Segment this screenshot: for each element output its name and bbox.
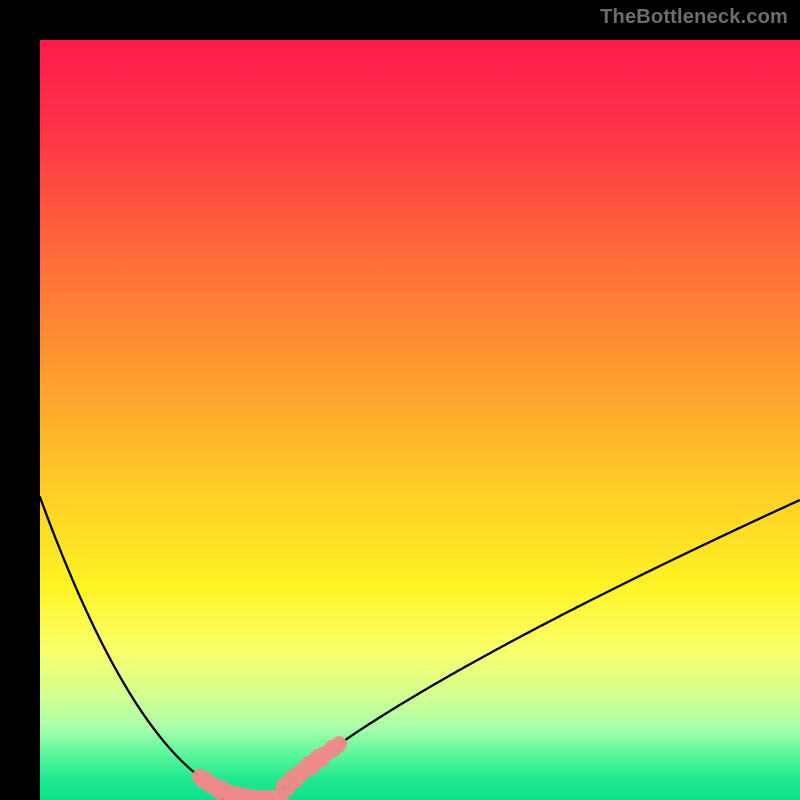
chart-frame: TheBottleneck.com [0,0,800,800]
data-marker [331,736,347,752]
gradient-background [40,40,800,800]
v-curve-chart [0,0,800,800]
attribution-text: TheBottleneck.com [600,6,788,29]
